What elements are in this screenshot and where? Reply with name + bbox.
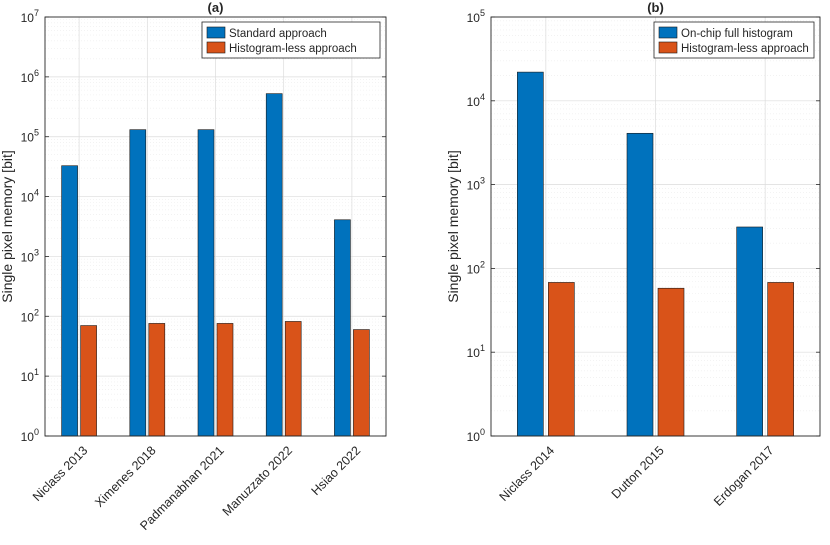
legend-label: Histogram-less approach — [229, 43, 357, 55]
legend-swatch — [658, 26, 678, 39]
y-tick-exponent: 1 — [480, 343, 485, 353]
legend-label: Histogram-less approach — [681, 43, 809, 55]
y-tick-base: 10 — [467, 95, 481, 109]
y-tick-base: 10 — [21, 310, 35, 324]
y-tick-base: 10 — [467, 346, 481, 360]
bar-blue — [736, 226, 763, 437]
y-tick-base: 10 — [467, 11, 481, 25]
y-axis-label: Single pixel memory [bit] — [0, 150, 15, 303]
x-tick-label: Erdogan 2017 — [711, 443, 776, 508]
legend-label: Standard approach — [229, 28, 327, 40]
chart-title: (a) — [208, 0, 224, 15]
y-tick-exponent: 2 — [480, 259, 485, 269]
bar-orange — [657, 287, 685, 437]
y-tick-label: 104 — [467, 92, 485, 109]
y-tick-label: 100 — [467, 427, 485, 444]
bar-orange — [148, 323, 166, 437]
y-tick-label: 107 — [21, 8, 39, 25]
legend-box — [653, 21, 815, 59]
bar-orange — [216, 323, 234, 437]
bar-orange — [767, 282, 794, 437]
y-tick-exponent: 3 — [34, 247, 39, 257]
y-tick-base: 10 — [21, 131, 35, 145]
y-tick-exponent: 7 — [34, 8, 39, 18]
y-tick-label: 105 — [467, 8, 485, 25]
y-tick-exponent: 3 — [480, 176, 485, 186]
y-tick-label: 103 — [467, 176, 485, 193]
y-tick-base: 10 — [21, 11, 35, 25]
y-tick-label: 105 — [21, 128, 39, 145]
y-tick-exponent: 0 — [34, 427, 39, 437]
axes-box — [44, 16, 387, 437]
y-tick-exponent: 0 — [480, 427, 485, 437]
y-tick-label: 102 — [21, 307, 39, 324]
y-tick-label: 100 — [21, 427, 39, 444]
y-tick-exponent: 4 — [480, 92, 485, 102]
bar-blue — [265, 93, 283, 437]
bar-orange — [80, 325, 97, 437]
y-tick-base: 10 — [21, 71, 35, 85]
bar-orange — [284, 321, 302, 437]
chart-1: Niclass 2014 Dutton 2015 Erdogan 201710010… — [445, 0, 821, 509]
y-tick-label: 101 — [21, 367, 39, 384]
legend-label: On-chip full histogram — [681, 28, 793, 40]
bar-orange — [353, 329, 370, 437]
y-tick-exponent: 5 — [480, 8, 485, 18]
x-tick-label: Dutton 2015 — [609, 443, 667, 501]
y-tick-base: 10 — [467, 179, 481, 193]
x-tick-label: Hsiao 2022 — [309, 443, 364, 498]
y-tick-label: 101 — [467, 343, 485, 360]
bar-blue — [334, 219, 351, 437]
y-tick-exponent: 4 — [34, 188, 39, 198]
chart-title: (b) — [647, 0, 664, 15]
y-tick-label: 102 — [467, 259, 485, 276]
legend-swatch — [206, 26, 226, 39]
y-tick-exponent: 5 — [34, 128, 39, 138]
y-tick-base: 10 — [467, 262, 481, 276]
y-tick-label: 103 — [21, 247, 39, 264]
y-tick-exponent: 1 — [34, 367, 39, 377]
legend-swatch — [658, 41, 678, 54]
bar-blue — [61, 165, 78, 437]
axes-box — [490, 16, 821, 437]
y-tick-base: 10 — [21, 370, 35, 384]
bar-blue — [129, 129, 147, 437]
y-tick-base: 10 — [21, 250, 35, 264]
legend: Standard approach Histogram-less approach — [201, 21, 381, 59]
legend-box — [201, 21, 381, 59]
bar-blue — [517, 71, 544, 437]
bar-orange — [548, 282, 575, 437]
x-tick-label: Niclass 2013 — [30, 443, 91, 504]
y-tick-base: 10 — [21, 191, 35, 205]
legend: On-chip full histogram Histogram-less app… — [653, 21, 815, 59]
y-tick-label: 104 — [21, 188, 39, 205]
x-tick-label: Niclass 2014 — [497, 443, 558, 504]
bar-blue — [626, 132, 654, 437]
y-tick-exponent: 6 — [34, 68, 39, 78]
x-tick-label: Manuzzato 2022 — [220, 443, 295, 518]
y-tick-exponent: 2 — [34, 307, 39, 317]
bar-blue — [197, 129, 215, 437]
y-tick-label: 106 — [21, 68, 39, 85]
legend-swatch — [206, 41, 226, 54]
y-tick-base: 10 — [21, 430, 35, 444]
y-axis-label: Single pixel memory [bit] — [445, 150, 461, 303]
y-tick-base: 10 — [467, 430, 481, 444]
x-tick-label: Ximenes 2018 — [92, 443, 158, 509]
